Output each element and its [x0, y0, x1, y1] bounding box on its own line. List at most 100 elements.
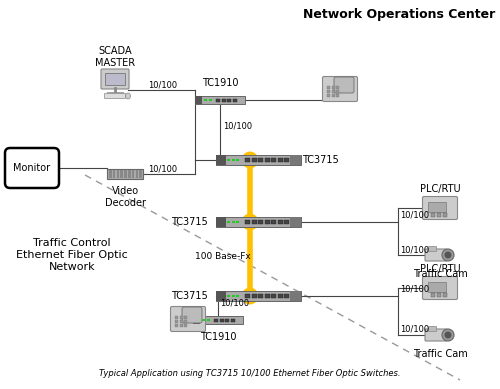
Bar [428, 246, 436, 251]
Bar [180, 320, 182, 323]
Text: 10/100: 10/100 [148, 164, 177, 173]
Bar [206, 319, 210, 321]
Text: TC3715: TC3715 [302, 155, 339, 165]
Bar [120, 170, 123, 178]
Bar [132, 170, 134, 178]
Bar [136, 170, 138, 178]
Bar [180, 324, 182, 327]
Bar [245, 220, 250, 224]
Text: 10/100: 10/100 [400, 245, 429, 254]
FancyBboxPatch shape [104, 93, 126, 98]
Bar [222, 98, 226, 102]
Bar [245, 158, 250, 162]
Bar [271, 294, 276, 298]
Bar [437, 293, 441, 297]
Bar [437, 213, 441, 217]
Text: TC1910: TC1910 [200, 332, 236, 342]
Bar [184, 324, 187, 327]
Bar [327, 94, 330, 97]
Bar [232, 294, 235, 297]
Bar [216, 155, 300, 165]
Text: Traffic Cam: Traffic Cam [412, 349, 468, 359]
Bar [327, 86, 330, 89]
Bar [258, 294, 263, 298]
Bar [204, 98, 207, 101]
Bar [216, 98, 220, 102]
Bar [228, 221, 230, 223]
Bar [128, 170, 130, 178]
Bar [284, 158, 289, 162]
Bar [431, 293, 435, 297]
Bar [265, 158, 270, 162]
Bar [278, 158, 283, 162]
Bar [271, 220, 276, 224]
Bar [214, 319, 218, 321]
Circle shape [444, 331, 452, 338]
Circle shape [444, 252, 452, 259]
Text: 10/100: 10/100 [220, 299, 249, 308]
Bar [195, 96, 245, 104]
FancyBboxPatch shape [425, 249, 447, 261]
Bar [245, 294, 250, 298]
Bar [336, 90, 339, 93]
Bar [216, 217, 226, 227]
Bar [216, 155, 226, 165]
Bar [175, 324, 178, 327]
Bar [124, 170, 126, 178]
Text: 10/100: 10/100 [223, 121, 252, 130]
Bar [216, 291, 300, 301]
Bar [278, 220, 283, 224]
Bar [116, 170, 119, 178]
Text: SCADA
MASTER: SCADA MASTER [95, 46, 135, 68]
Bar [258, 220, 263, 224]
FancyBboxPatch shape [101, 69, 129, 89]
Text: 10/100: 10/100 [148, 80, 177, 89]
Bar [278, 294, 283, 298]
Bar [290, 217, 300, 227]
Bar [232, 158, 235, 161]
Bar [220, 319, 224, 321]
Text: Video
Decoder: Video Decoder [104, 186, 146, 208]
Bar [284, 220, 289, 224]
Bar [336, 94, 339, 97]
Bar [332, 94, 334, 97]
Text: 100 Base-Fx: 100 Base-Fx [195, 252, 251, 261]
Bar [258, 158, 263, 162]
Bar [327, 90, 330, 93]
Text: 10/100: 10/100 [400, 284, 429, 293]
Circle shape [442, 249, 454, 261]
Bar [236, 294, 240, 297]
Bar [184, 316, 187, 319]
Bar [195, 96, 202, 104]
Text: TC3715: TC3715 [171, 291, 208, 301]
Bar [230, 319, 234, 321]
Bar [105, 73, 125, 85]
Bar [140, 170, 142, 178]
Bar [332, 86, 334, 89]
Bar [236, 221, 240, 223]
FancyBboxPatch shape [334, 77, 354, 93]
Text: 10/100: 10/100 [400, 325, 429, 334]
Circle shape [442, 329, 454, 341]
Bar [252, 158, 257, 162]
FancyBboxPatch shape [425, 329, 447, 341]
Text: TC1910: TC1910 [202, 78, 238, 88]
Bar [113, 170, 116, 178]
Bar [290, 155, 300, 165]
Bar [265, 294, 270, 298]
Bar [107, 91, 123, 94]
Text: TC3715: TC3715 [171, 217, 208, 227]
Ellipse shape [126, 93, 130, 99]
Bar [208, 98, 212, 101]
Bar [216, 291, 226, 301]
Bar [175, 320, 178, 323]
Bar [184, 320, 187, 323]
Bar [180, 316, 182, 319]
FancyBboxPatch shape [5, 148, 59, 188]
Bar [284, 294, 289, 298]
Bar [336, 86, 339, 89]
FancyBboxPatch shape [422, 277, 458, 300]
Bar [107, 169, 143, 179]
Text: Traffic Control
Ethernet Fiber Optic
Network: Traffic Control Ethernet Fiber Optic Net… [16, 238, 128, 272]
Bar [428, 326, 436, 331]
